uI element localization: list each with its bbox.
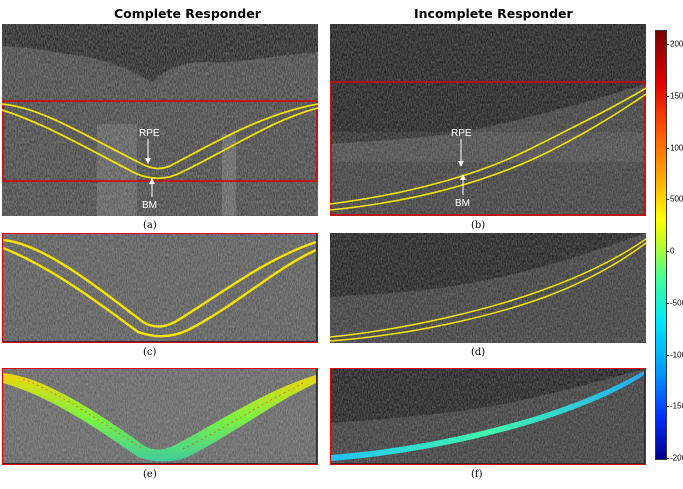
caption-c: (c) [143, 347, 157, 358]
colorbar-tick-mark [666, 302, 669, 304]
colorbar-tick-label: -1500 [670, 401, 683, 411]
caption-d: (d) [471, 347, 486, 358]
oct-panel-d [330, 233, 646, 343]
colorbar-tick-mark [666, 44, 669, 45]
colorbar-tick-mark [666, 354, 669, 356]
colorbar-tick-label: -1000 [670, 350, 683, 359]
colorbar-tick-label: 1500 [670, 91, 683, 101]
colorbar-tick-label: -500 [670, 298, 683, 308]
caption-f: (f) [471, 469, 483, 480]
colorbar-tick-label: 2000 [670, 39, 683, 49]
colorbar-tick-label: -2000 [670, 453, 683, 463]
rpe-label-b: RPE [451, 128, 472, 139]
colorbar-tick-label: 0 [670, 246, 675, 256]
colorbar-tick-mark [666, 199, 669, 201]
title-incomplete-responder: Incomplete Responder [414, 6, 573, 21]
bm-label-a: BM [142, 200, 157, 211]
bm-label-b: BM [455, 198, 470, 209]
oct-panel-c [2, 233, 318, 343]
caption-a: (a) [143, 220, 157, 231]
oct-panel-a: RPE BM [2, 24, 318, 216]
colorbar-tick-mark [666, 95, 669, 97]
colorbar-tick-mark [666, 406, 669, 408]
colorbar-tick-mark [666, 458, 669, 459]
oct-heatmap-panel-e [2, 368, 318, 465]
oct-heatmap-panel-f [330, 368, 646, 465]
oct-panel-b: RPE BM [330, 24, 646, 216]
colorbar [655, 30, 667, 460]
colorbar-tick-mark [666, 251, 669, 252]
colorbar-tick-mark [666, 147, 669, 149]
rpe-label-a: RPE [139, 128, 160, 139]
caption-e: (e) [143, 469, 157, 480]
colorbar-tick-label: 500 [670, 194, 683, 204]
title-complete-responder: Complete Responder [114, 6, 261, 21]
caption-b: (b) [471, 220, 486, 231]
colorbar-tick-label: 1000 [670, 143, 683, 152]
